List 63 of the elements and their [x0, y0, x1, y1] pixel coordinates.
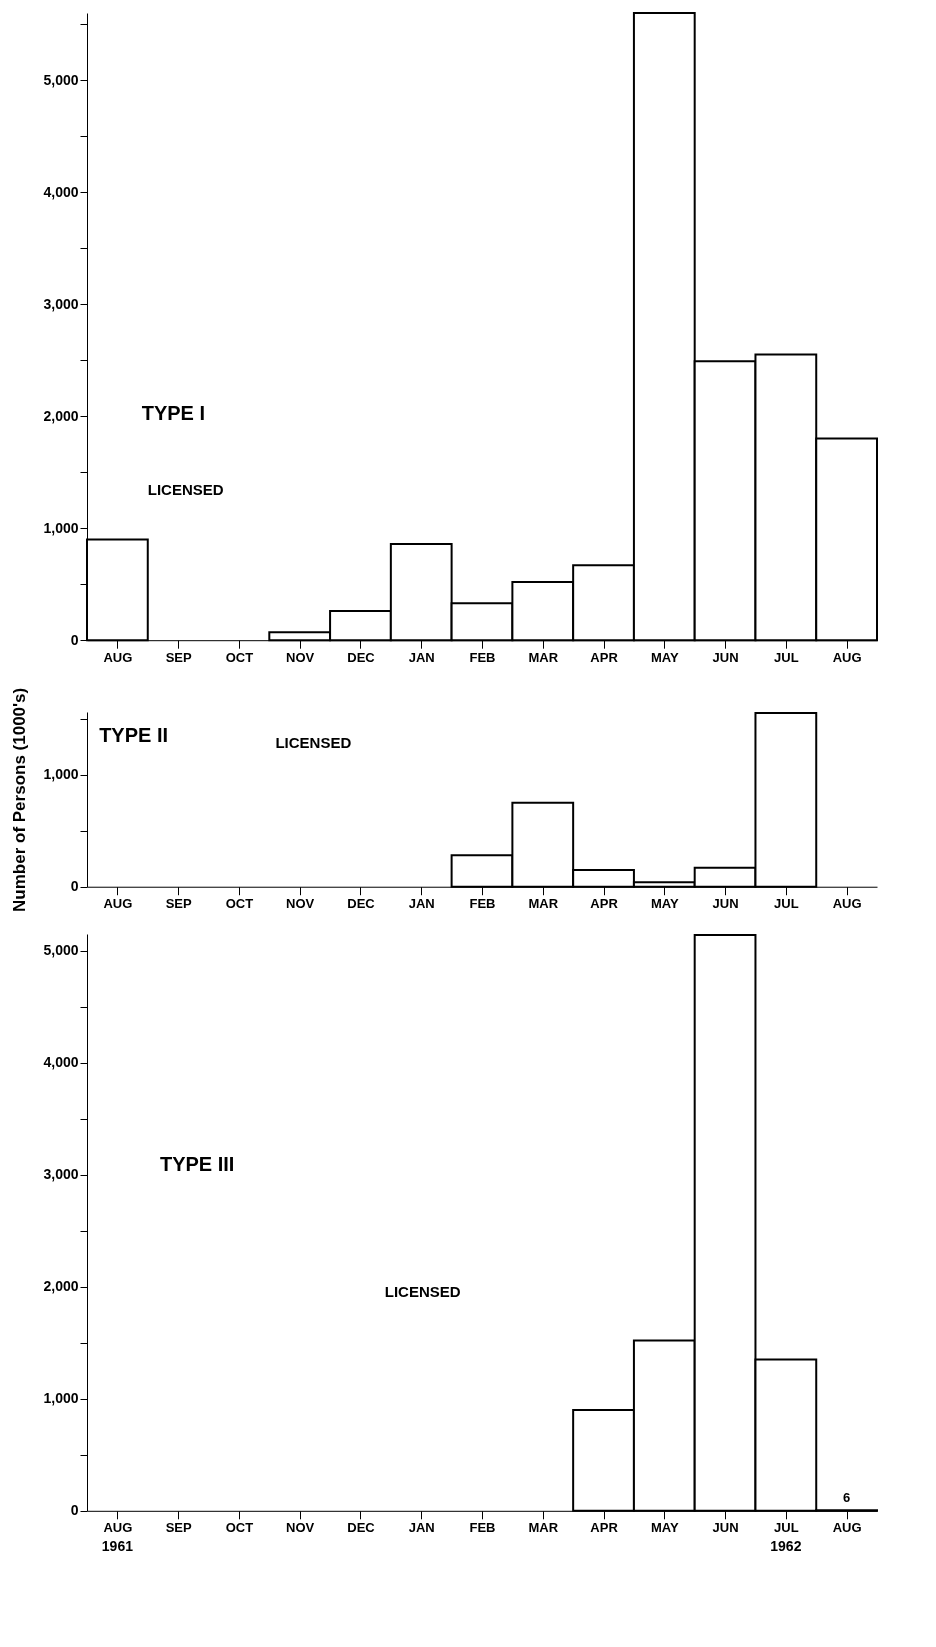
x-tick-label: FEB [469, 649, 496, 665]
y-tick-label: 0 [70, 878, 79, 895]
x-tick-label: AUG [832, 1520, 862, 1536]
annotation: LICENSED [384, 1282, 461, 1300]
y-tick-label: 2,000 [43, 407, 79, 424]
text: TYPE III [159, 1152, 235, 1175]
y-tick-label: 2,000 [43, 1278, 79, 1295]
y-tick-label: 3,000 [43, 295, 79, 312]
y-tick-label: 4,000 [43, 1054, 79, 1071]
x-tick-label: JUN [712, 649, 739, 665]
y-axis-title: Number of Persons (1000's) [10, 687, 30, 912]
x-tick-label: MAR [528, 649, 559, 665]
x-tick-label: MAR [528, 896, 559, 912]
x-tick-label: SEP [165, 649, 192, 665]
x-tick-label: JAN [408, 1520, 435, 1536]
x-tick-label: JAN [408, 896, 435, 912]
x-tick-label: MAY [650, 1520, 679, 1536]
x-tick-label: DEC [347, 649, 376, 665]
x-tick-label: APR [590, 1520, 619, 1536]
y-tick-label: 1,000 [43, 766, 79, 783]
annotation: LICENSED [147, 480, 224, 498]
x-tick-label: MAY [650, 896, 679, 912]
y-tick-label: 4,000 [43, 183, 79, 200]
x-tick-label: NOV [286, 896, 315, 912]
x-tick-label: APR [590, 896, 619, 912]
x-tick-label: AUG [103, 1520, 133, 1536]
x-tick-label: MAY [650, 649, 679, 665]
y-tick-label: 5,000 [43, 942, 79, 959]
x-tick-label: JUL [774, 649, 799, 665]
x-tick-label: FEB [469, 896, 496, 912]
x-tick-label: JUL [774, 896, 799, 912]
y-tick-label: 3,000 [43, 1166, 79, 1183]
annotation: LICENSED [275, 734, 352, 752]
y-tick-label: 0 [70, 1502, 79, 1519]
y-tick-label: 5,000 [43, 71, 79, 88]
x-tick-label: MAR [528, 1520, 559, 1536]
x-tick-label: DEC [347, 1520, 376, 1536]
x-tick-label: APR [590, 649, 619, 665]
text: TYPE I [141, 402, 206, 425]
data-label: 6 [843, 1490, 851, 1506]
x-tick-label: JUN [712, 1520, 739, 1536]
x-tick-label: JUN [712, 896, 739, 912]
x-tick-label: AUG [103, 896, 133, 912]
text: 1962 [770, 1537, 802, 1554]
x-tick-label: AUG [103, 649, 133, 665]
y-tick-label: 1,000 [43, 1390, 79, 1407]
text: 1961 [101, 1537, 134, 1554]
x-tick-label: AUG [832, 896, 862, 912]
x-tick-label: FEB [469, 1520, 496, 1536]
y-tick-label: 0 [70, 631, 79, 648]
x-tick-label: JAN [408, 649, 435, 665]
x-tick-label: NOV [286, 1520, 315, 1536]
x-tick-label: OCT [225, 896, 254, 912]
x-tick-label: SEP [165, 1520, 192, 1536]
y-tick-label: 1,000 [43, 519, 79, 536]
x-tick-label: AUG [832, 649, 862, 665]
x-tick-label: SEP [165, 896, 192, 912]
x-tick-label: OCT [225, 649, 254, 665]
text: TYPE II [99, 724, 169, 747]
x-tick-label: NOV [286, 649, 315, 665]
x-tick-label: DEC [347, 896, 376, 912]
x-tick-label: OCT [225, 1520, 254, 1536]
x-tick-label: JUL [774, 1520, 799, 1536]
